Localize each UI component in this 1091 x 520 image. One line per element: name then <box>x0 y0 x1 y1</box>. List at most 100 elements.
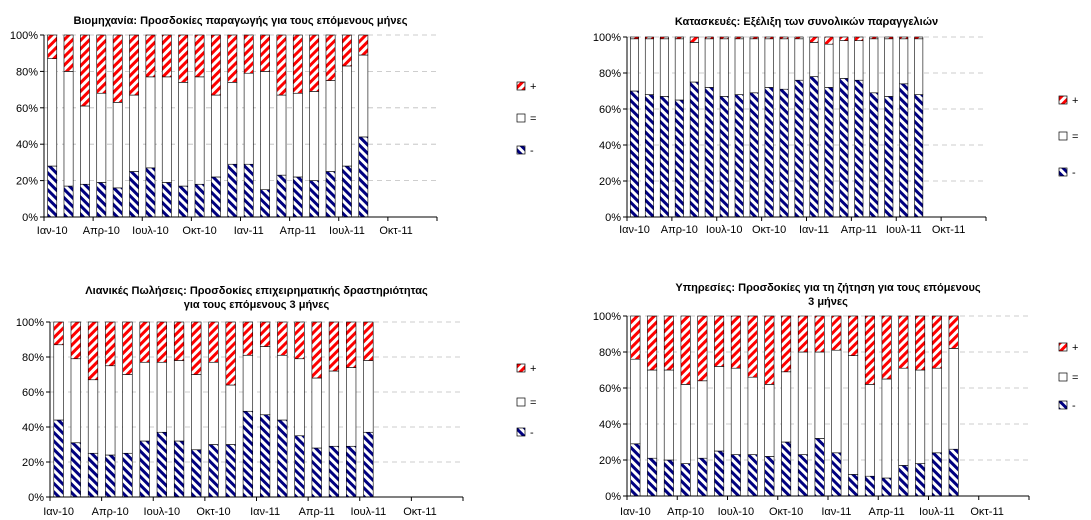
legend-swatch <box>1058 167 1068 177</box>
bar-segment <box>680 463 691 497</box>
bar-segment <box>914 94 924 218</box>
y-tick-label: 60% <box>16 103 38 115</box>
bar-segment <box>309 180 320 218</box>
legend-swatch <box>516 113 526 123</box>
bar-segment <box>129 171 139 218</box>
bar-segment <box>47 58 58 167</box>
chart-industry: Βιομηχανία: Προσδοκίες παραγωγής για του… <box>0 0 545 255</box>
bar-segment <box>346 367 357 447</box>
bar-segment <box>194 76 205 185</box>
y-tick-label: 20% <box>599 176 621 188</box>
x-tick-label: Ιαν-10 <box>43 506 74 518</box>
bar-segment <box>630 358 641 445</box>
bar-segment <box>839 36 849 41</box>
bar-segment <box>87 379 99 454</box>
bar-segment <box>105 454 116 498</box>
bar-segment <box>794 36 804 40</box>
bar-segment <box>70 442 81 498</box>
bar-segment <box>730 315 741 369</box>
y-tick-label: 20% <box>599 455 621 467</box>
bar-segment <box>854 40 864 81</box>
x-tick-label: Ιουλ-10 <box>132 225 169 237</box>
bar-segment <box>881 378 892 479</box>
bar-segment <box>346 321 357 368</box>
bar-segment <box>342 65 352 167</box>
bar-segment <box>839 40 849 79</box>
bar-segment <box>714 315 725 367</box>
bar-segment <box>899 83 909 218</box>
bar-segment <box>848 315 859 356</box>
bar-segment <box>259 414 271 498</box>
x-tick-label: Απρ-11 <box>868 506 904 518</box>
y-tick-label: 80% <box>16 66 38 78</box>
bar-segment <box>630 315 641 360</box>
bar-segment <box>311 377 322 449</box>
bar-segment <box>276 34 287 96</box>
x-tick-label: Ιουλ-10 <box>706 224 743 236</box>
bar-segment <box>781 371 792 443</box>
legend-swatch <box>1058 372 1068 382</box>
bar-segment <box>730 454 741 497</box>
y-tick-label: 40% <box>599 140 621 152</box>
bar-segment <box>325 80 336 172</box>
bar-segment <box>764 38 774 88</box>
bar-segment <box>260 34 270 72</box>
bar-segment <box>292 176 303 218</box>
x-tick-label: Ιουλ-11 <box>886 224 922 236</box>
y-tick-label: 80% <box>22 352 44 364</box>
legend-swatch <box>1058 131 1068 141</box>
bar-segment <box>191 374 202 451</box>
bar-segment <box>674 99 684 218</box>
bar-segment <box>647 369 658 459</box>
bar-segment <box>914 36 924 40</box>
bar-segment <box>208 321 219 363</box>
bar-segment <box>129 34 139 96</box>
bar-segment <box>644 38 654 95</box>
bar-segment <box>260 189 270 218</box>
bar-segment <box>145 34 156 78</box>
bar-segment <box>191 449 202 498</box>
legend-label: = <box>1072 372 1078 384</box>
bar-segment <box>647 457 658 497</box>
x-tick-label: Οκτ-10 <box>769 506 803 518</box>
bar-segment <box>629 36 639 40</box>
bar-segment <box>914 38 924 95</box>
bar-segment <box>831 452 842 497</box>
bar-segment <box>225 321 236 386</box>
bar-segment <box>294 435 305 498</box>
x-tick-label: Ιαν-10 <box>620 506 651 518</box>
x-tick-label: Ιουλ-10 <box>718 506 755 518</box>
y-tick-label: 0% <box>605 212 621 224</box>
y-tick-label: 20% <box>22 457 44 469</box>
bar-segment <box>294 321 305 360</box>
chart-construction: Κατασκευές: Εξέλιξη των συνολικών παραγγ… <box>545 0 1091 255</box>
legend-label: = <box>1072 131 1078 143</box>
bar-segment <box>145 167 156 218</box>
bar-segment <box>276 94 287 176</box>
bar-segment <box>824 87 834 218</box>
bar-segment <box>80 105 90 185</box>
bar-segment <box>734 36 744 40</box>
x-tick-label: Απρ-10 <box>83 225 120 237</box>
bar-segment <box>809 36 819 43</box>
bar-segment <box>227 34 238 83</box>
bar-segment <box>139 361 150 442</box>
y-tick-label: 40% <box>16 139 38 151</box>
bar-segment <box>112 102 123 189</box>
bar-segment <box>644 94 654 218</box>
bar-segment <box>931 452 942 497</box>
y-tick-label: 100% <box>10 30 38 42</box>
bar-segment <box>328 370 340 447</box>
legend-label: = <box>530 397 536 409</box>
bar-segment <box>898 315 909 369</box>
bar-segment <box>87 452 99 498</box>
bar-segment <box>342 165 352 218</box>
bar-segment <box>659 96 669 218</box>
bar-segment <box>898 465 909 497</box>
bar-segment <box>173 360 185 442</box>
legend-label: - <box>1072 167 1076 179</box>
bar-segment <box>211 176 221 218</box>
bar-segment <box>629 90 639 218</box>
bar-segment <box>764 456 775 497</box>
x-tick-label: Απρ-10 <box>92 506 129 518</box>
